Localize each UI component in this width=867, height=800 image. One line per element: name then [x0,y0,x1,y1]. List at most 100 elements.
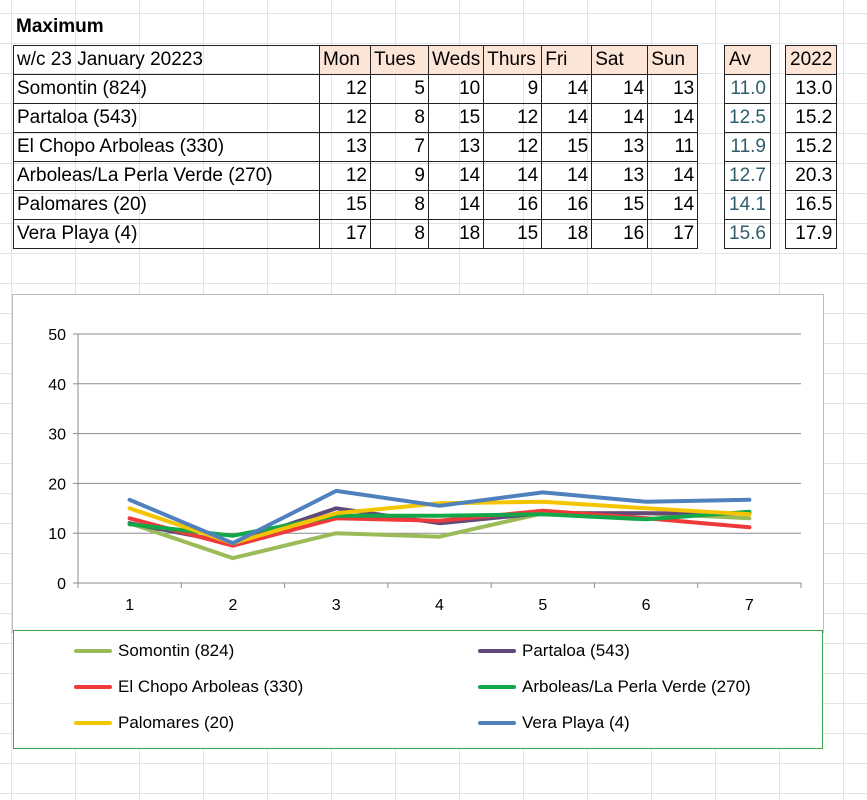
legend-item: El Chopo Arboleas (330) [74,677,303,697]
value-cell: 7 [370,132,429,162]
table-row: Arboleas/La Perla Verde (270) 12 9 14 14… [13,161,699,191]
value-cell: 13 [427,132,485,162]
y-tick-label: 30 [48,427,66,444]
location-name: Palomares (20) [13,190,320,220]
value-cell: 13 [647,74,699,104]
week-label: w/c 23 January 20223 [13,45,320,75]
value-cell: 14 [647,161,699,191]
value-cell: 18 [427,219,485,249]
legend-swatch [478,721,516,725]
legend-label: El Chopo Arboleas (330) [118,677,304,696]
day-header: Sun [647,45,699,75]
x-tick-label: 2 [228,597,237,614]
value-cell: 15 [591,190,649,220]
value-cell: 14 [541,161,593,191]
prev-year-value: 16.5 [784,190,838,220]
line-chart: 0 10 20 30 40 50 1 2 3 4 5 6 7 [12,294,824,633]
value-cell: 9 [483,74,543,104]
chart-legend: Somontin (824) Partaloa (543) El Chopo Arb… [13,630,823,749]
value-cell: 8 [370,219,429,249]
value-cell: 8 [370,190,429,220]
average-column: Av 11.0 12.5 11.9 12.7 14.1 15.6 [724,45,771,249]
value-cell: 18 [541,219,593,249]
legend-swatch [478,685,516,689]
av-value: 11.9 [724,132,771,162]
av-value: 15.6 [724,219,771,249]
value-cell: 12 [483,103,543,133]
table-row: Partaloa (543) 12 8 15 12 14 14 14 [13,103,699,133]
legend-label: Vera Playa (4) [522,713,630,732]
table-row: Somontin (824) 12 5 10 9 14 14 13 [13,74,699,104]
temperature-table: w/c 23 January 20223 Mon Tues Weds Thurs… [13,45,699,249]
legend-swatch [478,649,516,653]
value-cell: 17 [647,219,699,249]
value-cell: 14 [541,103,593,133]
table-row: Palomares (20) 15 8 14 16 16 15 14 [13,190,699,220]
value-cell: 14 [647,190,699,220]
av-value: 12.5 [724,103,771,133]
table-row: Vera Playa (4) 17 8 18 15 18 16 17 [13,219,699,249]
x-tick-label: 7 [745,597,754,614]
location-name: Arboleas/La Perla Verde (270) [13,161,320,191]
legend-label: Partaloa (543) [522,641,630,660]
day-header: Weds [427,45,485,75]
value-cell: 14 [427,161,485,191]
day-header: Sat [591,45,649,75]
legend-label: Arboleas/La Perla Verde (270) [522,677,751,696]
value-cell: 13 [319,132,371,162]
value-cell: 16 [483,190,543,220]
value-cell: 11 [647,132,699,162]
legend-label: Somontin (824) [118,641,235,660]
value-cell: 15 [427,103,485,133]
y-tick-label: 0 [57,576,66,593]
legend-swatch [74,721,112,725]
chart-plot: 0 10 20 30 40 50 1 2 3 4 5 6 7 [48,327,802,614]
sheet-title: Maximum [16,16,104,37]
year-header: 2022 [784,45,838,75]
table-header-row: w/c 23 January 20223 Mon Tues Weds Thurs… [13,45,699,75]
location-name: Vera Playa (4) [13,219,320,249]
legend-item: Palomares (20) [74,713,234,733]
value-cell: 12 [319,103,371,133]
y-tick-label: 20 [48,476,66,493]
day-header: Fri [541,45,593,75]
av-value: 14.1 [724,190,771,220]
legend-swatch [74,685,112,689]
value-cell: 12 [319,74,371,104]
prev-year-value: 17.9 [784,219,838,249]
value-cell: 13 [591,161,649,191]
value-cell: 13 [591,132,649,162]
value-cell: 14 [541,74,593,104]
prev-year-value: 15.2 [784,103,838,133]
prev-year-value: 15.2 [784,132,838,162]
x-tick-label: 6 [642,597,651,614]
series-line [127,509,752,538]
value-cell: 14 [591,74,649,104]
prev-year-value: 13.0 [784,74,838,104]
x-tick-label: 5 [538,597,547,614]
av-header: Av [724,45,771,75]
value-cell: 15 [541,132,593,162]
value-cell: 5 [370,74,429,104]
legend-item: Vera Playa (4) [478,713,630,733]
value-cell: 16 [591,219,649,249]
y-tick-label: 10 [48,526,66,543]
location-name: Somontin (824) [13,74,320,104]
x-tick-label: 1 [125,597,134,614]
value-cell: 16 [541,190,593,220]
y-tick-label: 40 [48,377,66,394]
value-cell: 12 [319,161,371,191]
y-tick-label: 50 [48,327,66,344]
year-2022-column: 2022 13.0 15.2 15.2 20.3 16.5 17.9 [784,45,838,249]
value-cell: 15 [319,190,371,220]
location-name: Partaloa (543) [13,103,320,133]
value-cell: 14 [647,103,699,133]
series-line [127,488,752,546]
legend-item: Partaloa (543) [478,641,630,661]
table-row: El Chopo Arboleas (330) 13 7 13 12 15 13… [13,132,699,162]
av-value: 11.0 [724,74,771,104]
legend-item: Arboleas/La Perla Verde (270) [478,677,751,697]
location-name: El Chopo Arboleas (330) [13,132,320,162]
x-tick-label: 3 [332,597,341,614]
value-cell: 17 [319,219,371,249]
